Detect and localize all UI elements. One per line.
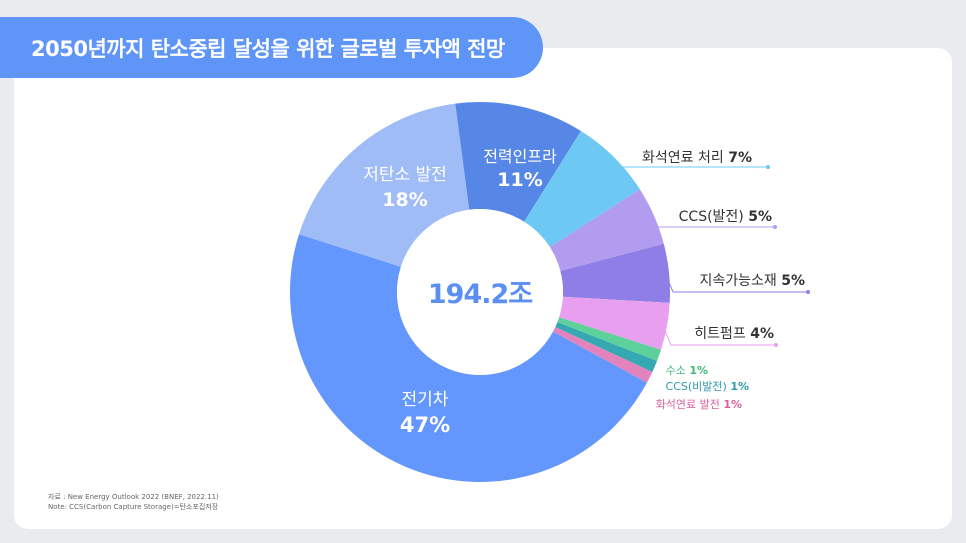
leader-dot-지속가능소재 <box>806 290 810 294</box>
slice-value-ccs-발전: 5% <box>748 209 772 225</box>
leader-line-화석연료-처리 <box>610 159 768 168</box>
leader-line-히트펌프 <box>662 325 776 346</box>
slice-label-ccs-비발전: CCS(비발전) 1% <box>666 380 749 393</box>
slice-label-전기차: 전기차 <box>402 390 449 410</box>
source-note: 자료 : New Energy Outlook 2022 (BNEF, 2022… <box>48 492 219 512</box>
slice-label-text-지속가능소재: 지속가능소재 <box>699 273 781 289</box>
slice-label-지속가능소재: 지속가능소재 5% <box>699 273 805 289</box>
slice-label-text-화석연료-처리: 화석연료 처리 <box>642 150 728 166</box>
slice-value-수소: 1% <box>689 364 708 377</box>
title-banner: 2050년까지 탄소중립 달성을 위한 글로벌 투자액 전망 <box>0 17 543 78</box>
slice-label-수소: 수소 1% <box>666 364 708 377</box>
slice-value-전기차: 47% <box>400 413 450 437</box>
slice-label-히트펌프: 히트펌프 4% <box>694 326 774 342</box>
donut-hole <box>397 209 563 375</box>
slice-히트펌프 <box>559 296 670 350</box>
slice-label-저탄소-발전: 저탄소 발전 <box>363 165 447 185</box>
chart-title: 2050년까지 탄소중립 달성을 위한 글로벌 투자액 전망 <box>31 36 505 61</box>
leader-dot-ccs-발전 <box>773 225 777 229</box>
slice-label-text-히트펌프: 히트펌프 <box>694 326 750 342</box>
slice-value-히트펌프: 4% <box>750 326 774 342</box>
slice-화석연료-발전 <box>552 326 653 383</box>
slice-지속가능소재 <box>560 243 671 303</box>
leader-line-지속가능소재 <box>664 273 808 293</box>
slice-label-화석연료-처리: 화석연료 처리 7% <box>642 150 752 166</box>
slice-value-지속가능소재: 5% <box>781 273 805 289</box>
donut-slices <box>289 101 671 483</box>
slice-value-화석연료-발전: 1% <box>723 398 742 411</box>
leader-dot-화석연료-처리 <box>766 165 770 169</box>
slice-수소 <box>557 317 662 362</box>
source-line-2: Note: CCS(Carbon Capture Storage)=탄소포집저장 <box>48 503 219 511</box>
leader-dot-히트펌프 <box>774 343 778 347</box>
leader-lines <box>610 159 810 347</box>
slice-label-ccs-발전: CCS(발전) 5% <box>679 209 772 225</box>
slice-ccs-비발전 <box>555 322 658 372</box>
leader-line-ccs-발전 <box>649 216 775 228</box>
slice-value-저탄소-발전: 18% <box>382 189 427 211</box>
slice-value-화석연료-처리: 7% <box>728 150 752 166</box>
center-total-label: 194.2조 <box>428 279 532 310</box>
source-line-1: 자료 : New Energy Outlook 2022 (BNEF, 2022… <box>48 493 219 501</box>
slice-전기차 <box>289 234 647 483</box>
slice-ccs-발전 <box>549 189 664 271</box>
slice-label-전력인프라: 전력인프라 <box>483 147 557 166</box>
slice-label-text-화석연료-발전: 화석연료 발전 <box>656 398 724 411</box>
slice-label-text-ccs-비발전: CCS(비발전) <box>666 380 731 393</box>
slice-전력인프라 <box>455 101 581 222</box>
slice-label-text-수소: 수소 <box>666 364 690 377</box>
slice-저탄소-발전 <box>298 103 470 267</box>
slice-label-text-ccs-발전: CCS(발전) <box>679 209 749 225</box>
slice-label-화석연료-발전: 화석연료 발전 1% <box>656 398 742 411</box>
slice-value-전력인프라: 11% <box>497 169 542 191</box>
slice-value-ccs-비발전: 1% <box>730 380 749 393</box>
